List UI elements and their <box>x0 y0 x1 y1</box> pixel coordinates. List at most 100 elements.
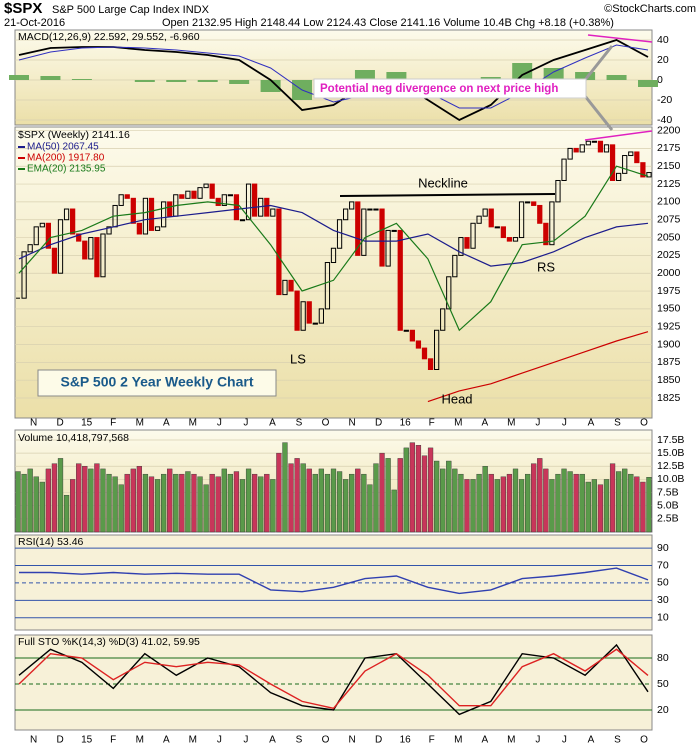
volume-bar <box>173 473 179 533</box>
x-tick-label: M <box>189 418 197 429</box>
credit: ©StockCharts.com <box>604 3 696 15</box>
y-tick-label: 12.5B <box>657 460 684 472</box>
candle <box>239 219 246 222</box>
volume-bar <box>203 484 209 533</box>
x-tick-label: J <box>217 418 222 429</box>
candle <box>434 329 440 371</box>
candle <box>488 208 494 228</box>
x-tick-label: A <box>588 735 595 746</box>
y-tick-label: 1900 <box>657 338 681 350</box>
volume-bar <box>70 479 76 533</box>
volume-bar <box>427 447 434 533</box>
x-tick-label: O <box>322 735 330 746</box>
volume-bar <box>458 473 464 533</box>
x-tick-label: A <box>481 418 488 429</box>
volume-bar <box>585 481 591 533</box>
candle <box>270 208 276 217</box>
volume-bar <box>82 466 88 533</box>
volume-bar <box>294 458 300 533</box>
y-tick-label: 40 <box>657 34 669 46</box>
volume-bar <box>45 468 51 533</box>
candle <box>330 247 337 264</box>
x-tick-label: M <box>454 735 462 746</box>
volume-bar <box>506 473 513 533</box>
volume-bar <box>197 476 203 533</box>
y-tick-label: 2000 <box>657 267 681 279</box>
volume-bar <box>100 468 106 533</box>
volume-bar <box>312 473 318 533</box>
candle <box>452 254 458 278</box>
volume-bar <box>537 458 543 533</box>
candle <box>45 222 51 249</box>
candle <box>294 290 300 331</box>
candle <box>561 158 567 181</box>
box-label: S&P 500 2 Year Weekly Chart <box>60 374 253 390</box>
candle <box>482 208 488 217</box>
volume-bar <box>494 479 500 533</box>
volume-bar <box>512 468 519 533</box>
candle <box>288 279 294 292</box>
candle <box>355 201 361 256</box>
candle <box>245 183 252 221</box>
x-tick-label: J <box>217 735 222 746</box>
volume-bar <box>549 479 555 533</box>
volume-bar <box>579 473 585 533</box>
y-tick-label: 2.5B <box>657 513 679 525</box>
candle <box>63 208 70 221</box>
candle <box>397 229 403 331</box>
volume-bar <box>306 468 312 533</box>
x-tick-label: M <box>454 418 462 429</box>
candle <box>70 208 76 235</box>
candle <box>185 190 191 199</box>
histogram-bar <box>71 79 92 80</box>
candle <box>421 347 428 360</box>
volume-bar <box>634 476 640 533</box>
legend-entry: EMA(20) 2135.95 <box>27 164 106 175</box>
panel-title: RSI(14) 53.46 <box>18 536 84 548</box>
x-tick-label: N <box>348 735 355 746</box>
x-tick-label: A <box>163 418 170 429</box>
line-series <box>18 204 649 267</box>
y-tick-label: 2200 <box>657 124 681 136</box>
volume-bar <box>142 473 149 533</box>
volume-bar <box>239 479 246 533</box>
volume-bar <box>63 494 70 533</box>
volume-bar <box>15 471 21 533</box>
line-series <box>18 39 649 122</box>
candle <box>161 201 167 228</box>
x-tick-label: F <box>110 418 116 429</box>
histogram-bar <box>166 80 187 82</box>
volume-bar <box>233 471 240 533</box>
histogram-bar <box>197 80 218 82</box>
candle <box>197 187 203 199</box>
x-tick-label: A <box>588 418 595 429</box>
candle <box>549 201 555 246</box>
volume-bar <box>379 452 385 533</box>
note: Potential neg divergence on next price h… <box>320 83 558 95</box>
legend-entry: MA(50) 2067.45 <box>27 142 99 153</box>
volume-bar <box>27 468 33 533</box>
candle <box>233 194 240 221</box>
volume-bar <box>640 481 646 533</box>
x-tick-label: O <box>640 418 648 429</box>
candle <box>33 226 39 246</box>
panel-title: $SPX (Weekly) 2141.16 <box>18 129 130 141</box>
x-tick-label: F <box>429 735 435 746</box>
candle <box>130 197 136 224</box>
candle <box>525 201 531 204</box>
candle <box>591 140 597 143</box>
candle <box>282 279 288 296</box>
volume-bar <box>136 466 142 533</box>
candle <box>646 172 652 178</box>
y-tick-label: 0 <box>657 74 663 86</box>
x-tick-label: A <box>481 735 488 746</box>
x-tick-label: J <box>535 735 540 746</box>
volume-bar <box>555 473 561 533</box>
y-tick-label: 2100 <box>657 196 681 208</box>
y-tick-label: 1925 <box>657 320 681 332</box>
candle <box>579 144 585 153</box>
volume-bar <box>531 463 537 533</box>
candle <box>82 240 88 260</box>
volume-bar <box>543 468 549 533</box>
x-tick-label: A <box>269 735 276 746</box>
